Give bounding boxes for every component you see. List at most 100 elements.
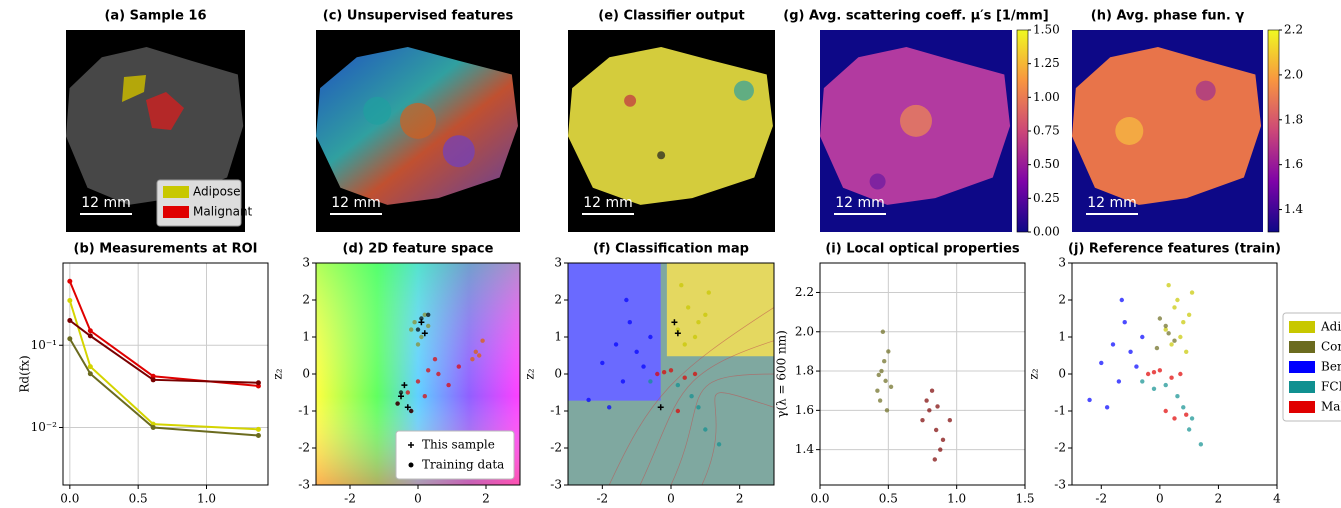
point [675, 327, 681, 332]
legend-swatch [1289, 401, 1315, 413]
colorbar-tick-label: 2.2 [1284, 23, 1303, 37]
y-tick-label: -2 [550, 441, 562, 455]
point [880, 329, 886, 334]
point [888, 384, 894, 389]
colorbar-tick-label: 1.00 [1033, 90, 1060, 104]
colorbar [1016, 29, 1029, 233]
contour [608, 307, 775, 486]
x-tick-label: 0.5 [129, 492, 148, 506]
y-tick-label: 3 [554, 256, 562, 270]
legend-label: Adipose [1320, 320, 1341, 334]
point [67, 278, 73, 284]
point [473, 349, 478, 354]
point [657, 404, 664, 411]
y-axis-label: Rd(fx) [18, 355, 32, 392]
point [87, 371, 93, 377]
y-tick-label: 3 [302, 256, 310, 270]
y-tick-label: 10⁻² [31, 420, 58, 434]
point [675, 408, 681, 414]
contour [639, 340, 775, 486]
point [1181, 320, 1186, 325]
point [415, 379, 421, 384]
x-tick-label: 1.5 [1015, 492, 1034, 506]
point [947, 417, 953, 423]
point [668, 368, 674, 373]
legend-marker [408, 462, 414, 468]
point [586, 397, 591, 403]
point [1163, 323, 1168, 329]
legend-label: This sample [422, 438, 495, 452]
point [1163, 408, 1168, 414]
point [600, 360, 605, 366]
legend-label: Malignant [193, 205, 253, 219]
point [1154, 345, 1160, 351]
point [1099, 360, 1104, 366]
legend-swatch [1289, 361, 1315, 373]
point [883, 378, 888, 384]
point [1157, 316, 1163, 321]
point [1116, 379, 1122, 384]
class-region [568, 263, 661, 401]
point [1186, 312, 1192, 317]
point [426, 368, 431, 373]
point [920, 417, 925, 423]
point [67, 336, 73, 342]
point [1175, 297, 1180, 303]
panel-title: (j) Reference features (train) [1068, 242, 1281, 257]
x-tick-label: -2 [1095, 492, 1107, 506]
y-tick-label: 2 [554, 293, 562, 307]
point [1189, 290, 1195, 295]
legend-label: Adipose [193, 185, 241, 199]
point [627, 320, 632, 325]
point [404, 404, 411, 411]
point [432, 357, 438, 362]
x-tick-label: -2 [596, 492, 608, 506]
point [255, 432, 261, 438]
point [1189, 416, 1195, 421]
axes-frame [315, 262, 521, 486]
point [150, 373, 156, 379]
legend-label: Connective [1321, 340, 1341, 354]
y-tick-label: 0 [302, 367, 310, 381]
point [882, 359, 887, 364]
texture [1195, 80, 1216, 101]
colorbar-tick-label: 0.00 [1033, 225, 1060, 239]
y-axis-label: z₂ [1027, 368, 1041, 379]
point [940, 437, 946, 443]
point [422, 394, 427, 399]
y-tick-label: -3 [1054, 478, 1066, 492]
point [1110, 342, 1116, 347]
colorbar-tick-label: 1.25 [1033, 56, 1060, 70]
roi [122, 75, 146, 102]
class-region [666, 263, 774, 357]
point [1172, 338, 1177, 343]
contour [701, 392, 775, 486]
panel-title: (d) 2D feature space [343, 242, 494, 257]
point [255, 426, 261, 432]
colorbar-tick-label: 0.25 [1033, 191, 1060, 205]
y-tick-label: 1.6 [795, 403, 814, 417]
y-axis-label: z₂ [523, 368, 537, 379]
point [932, 457, 937, 462]
y-tick-label: -1 [550, 404, 562, 418]
x-tick-label: 0.0 [60, 492, 79, 506]
point [419, 316, 424, 321]
contour [670, 373, 775, 486]
point [456, 364, 461, 369]
point [87, 333, 93, 339]
y-tick-label: 1 [1058, 330, 1066, 344]
point [924, 398, 929, 403]
point [879, 368, 884, 374]
y-axis-label: γ(λ = 600 nm) [775, 330, 789, 418]
scale-bar-label: 12 mm [81, 195, 131, 211]
scale-bar-label: 12 mm [1087, 195, 1137, 211]
x-tick-label: 2 [482, 492, 490, 506]
point [884, 408, 890, 413]
colorbar-tick-label: 2.0 [1284, 67, 1303, 81]
point [1087, 397, 1092, 403]
point [419, 334, 424, 340]
panel-title: (c) Unsupervised features [323, 9, 514, 24]
tissue [568, 46, 773, 205]
line [68, 338, 259, 437]
